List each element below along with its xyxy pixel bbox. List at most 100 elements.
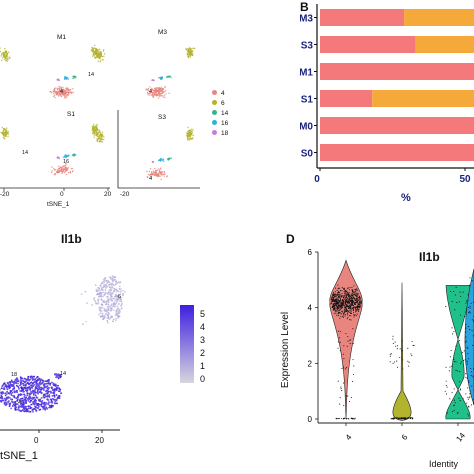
cell-point: [119, 290, 122, 293]
cell-point: [467, 299, 469, 302]
cell-point: [187, 126, 189, 128]
cell-point: [394, 341, 396, 343]
cell-point: [467, 398, 469, 400]
cell-point: [346, 305, 348, 307]
label-s1: S1: [67, 111, 75, 118]
cell-point: [94, 57, 97, 59]
cell-point: [96, 290, 99, 292]
cell-point: [159, 159, 162, 161]
cell-point: [445, 306, 447, 308]
cell-point: [351, 296, 353, 298]
cell-point: [21, 405, 24, 408]
cell-point: [3, 388, 6, 390]
cell-point: [411, 355, 413, 357]
cell-point: [356, 313, 358, 315]
cell-point: [337, 330, 339, 332]
cell-point: [356, 299, 358, 301]
cell-point: [340, 315, 342, 317]
legend-item: 6: [212, 100, 225, 107]
cell-point: [64, 167, 67, 169]
cell-point: [10, 394, 13, 396]
cell-point: [67, 91, 69, 93]
cell-point: [336, 289, 338, 291]
cell-point: [155, 89, 158, 92]
cell-point: [58, 170, 61, 172]
cell-point: [100, 141, 102, 143]
cell-point: [56, 87, 58, 90]
cell-point: [147, 89, 149, 92]
cell-point: [360, 302, 362, 305]
cell-point: [332, 304, 334, 306]
cell-point: [48, 406, 51, 409]
cell-point: [103, 293, 106, 296]
cell-point: [147, 88, 150, 90]
cell-point: [347, 316, 349, 318]
cell-point: [153, 172, 155, 175]
cell-point: [3, 58, 6, 60]
cell-point: [58, 79, 60, 82]
cell-point: [106, 314, 109, 316]
cell-point: [57, 93, 59, 95]
bar-segment: [404, 9, 474, 26]
cell-point: [346, 293, 348, 295]
cell-point: [358, 296, 360, 299]
cell-point: [103, 136, 105, 138]
cell-point: [337, 304, 339, 306]
cell-point: [95, 130, 97, 133]
cell-point: [5, 54, 8, 57]
cell-point: [13, 404, 16, 407]
cell-point: [339, 317, 341, 319]
cell-point: [0, 55, 2, 57]
cell-point: [2, 53, 5, 55]
cell-point: [352, 308, 354, 310]
cell-point: [98, 52, 100, 55]
cell-point: [92, 47, 95, 50]
cell-point: [75, 77, 77, 79]
cell-point: [146, 170, 148, 173]
cell-point: [467, 326, 469, 328]
cell-point: [99, 132, 102, 135]
cell-point: [21, 409, 24, 411]
cell-point: [459, 389, 461, 391]
cell-point: [352, 293, 354, 295]
tick-a-neg20-b: -20: [120, 191, 130, 198]
cell-point: [106, 282, 108, 285]
cell-point: [95, 125, 97, 127]
cell-point: [59, 90, 62, 92]
cell-point: [334, 307, 336, 309]
cell-point: [54, 398, 56, 401]
cell-point: [163, 91, 166, 93]
cell-point: [353, 316, 355, 318]
cell-point: [145, 89, 147, 91]
cell-point: [42, 380, 45, 383]
cell-point: [99, 52, 102, 55]
legend-label: 18: [221, 130, 229, 137]
cell-point: [60, 169, 63, 171]
cell-point: [33, 375, 36, 378]
cell-point: [352, 311, 355, 313]
cell-point: [114, 319, 117, 322]
cell-point: [451, 300, 453, 302]
cell-point: [51, 394, 54, 397]
cell-point: [67, 171, 70, 174]
cell-point: [48, 401, 50, 404]
cell-point: [50, 381, 53, 384]
cell-point: [50, 90, 52, 93]
cell-point: [65, 94, 67, 97]
bar-segment: [320, 36, 416, 53]
cell-point: [335, 303, 337, 305]
cell-point: [65, 162, 67, 165]
cell-point: [167, 159, 170, 161]
cell-point: [112, 320, 114, 323]
cell-point: [10, 407, 12, 410]
cell-point: [333, 295, 335, 297]
bar-segment: [320, 144, 474, 161]
cell-point: [343, 295, 345, 297]
cell-point: [358, 301, 360, 303]
cell-point: [187, 132, 189, 135]
cell-point: [32, 407, 35, 410]
cell-point: [101, 312, 104, 315]
cell-point: [28, 405, 31, 408]
panel-b-chart: M3 S3 M1 S1 M0 S0 0 50%: [300, 4, 474, 204]
cell-point: [27, 377, 29, 380]
